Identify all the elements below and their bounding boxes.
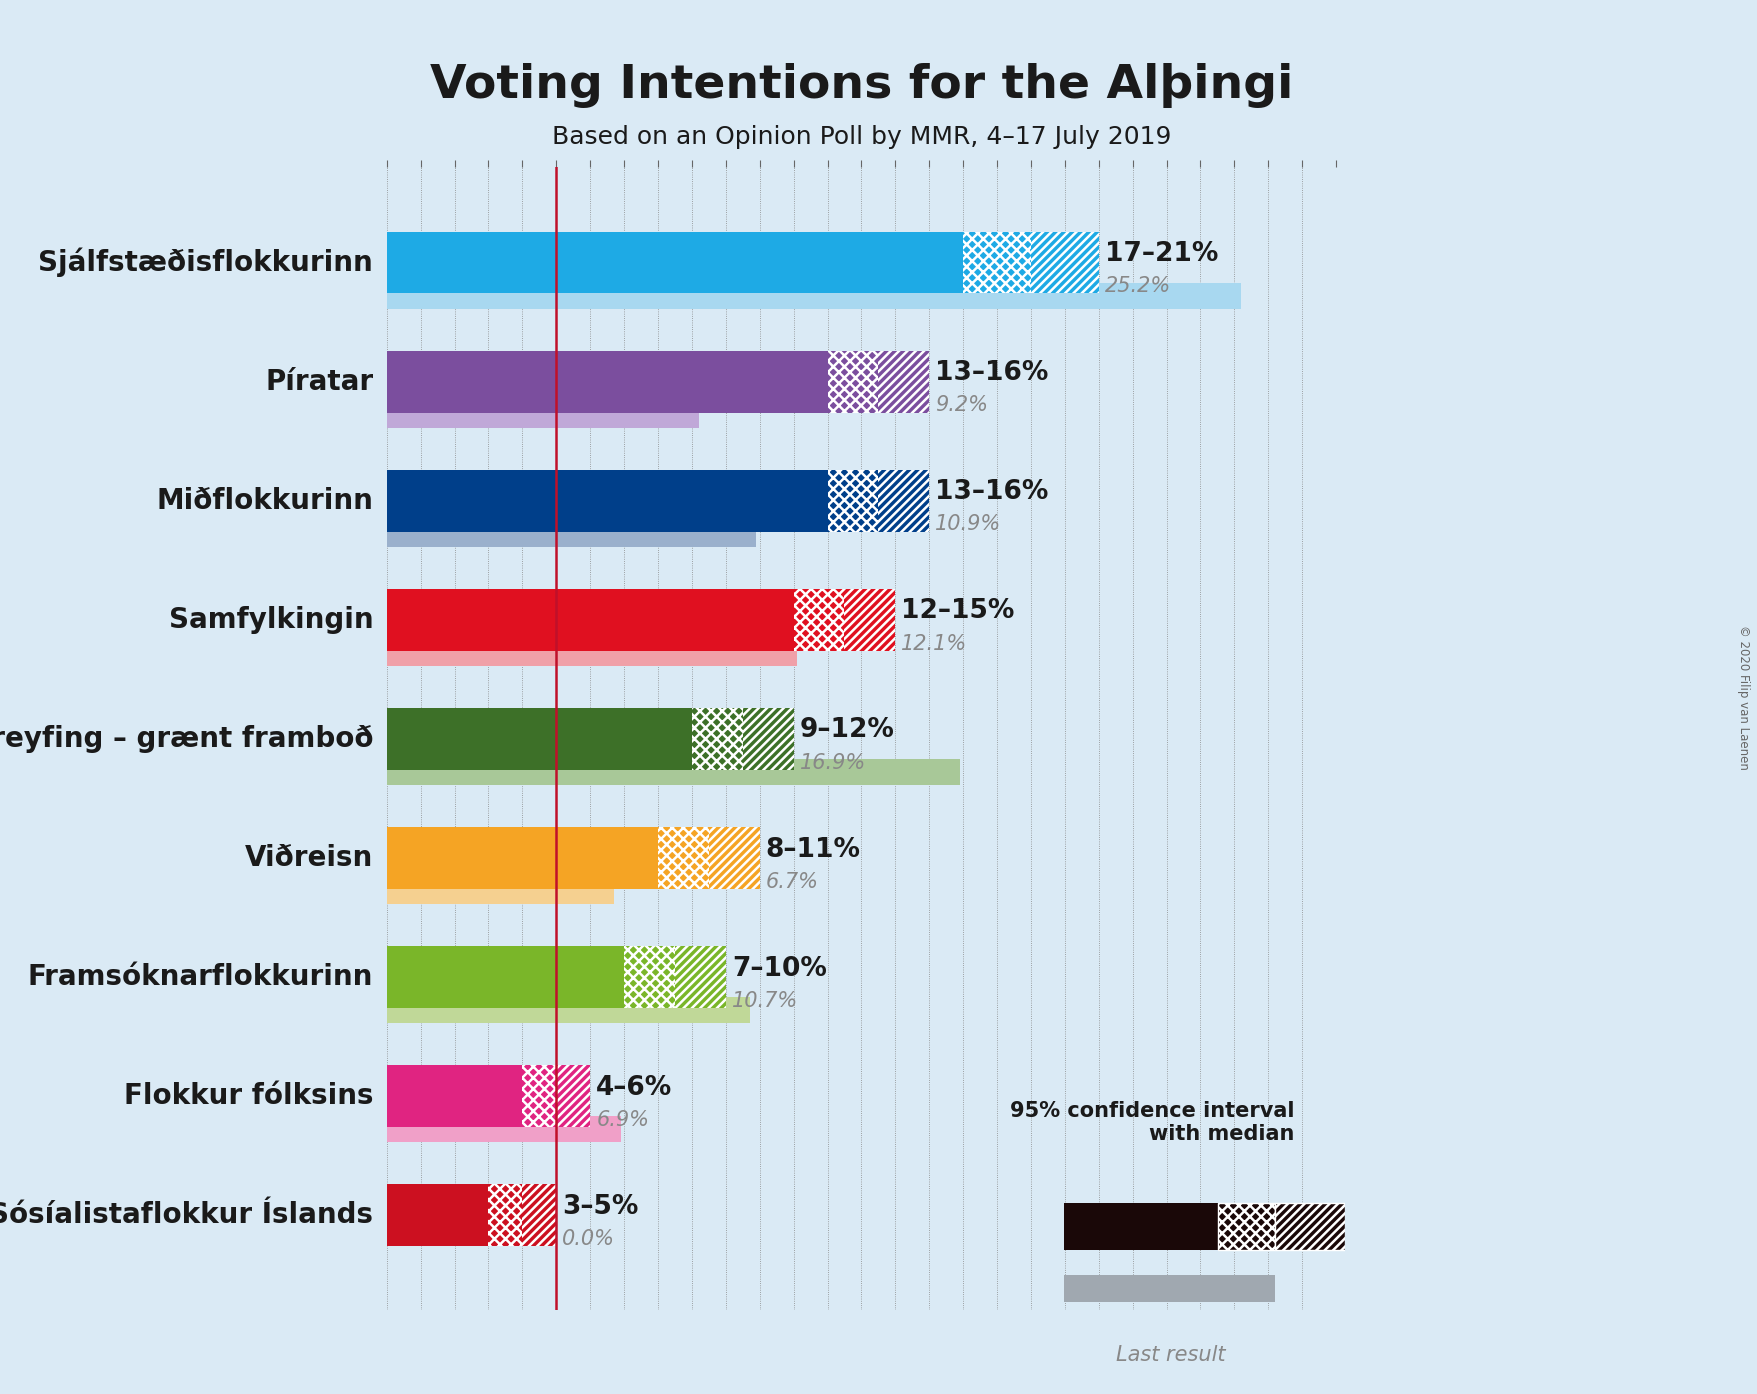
Bar <box>843 588 894 651</box>
Bar <box>1063 1276 1274 1302</box>
Text: Flokkur fólksins: Flokkur fólksins <box>123 1082 372 1110</box>
Bar <box>741 708 792 769</box>
Bar <box>387 351 828 413</box>
Bar <box>387 640 796 666</box>
Bar <box>963 231 1030 294</box>
Text: Miðflokkurinn: Miðflokkurinn <box>156 487 372 514</box>
Text: 8–11%: 8–11% <box>766 836 861 863</box>
Text: Sósíalistaflokkur Íslands: Sósíalistaflokkur Íslands <box>0 1202 372 1230</box>
Bar <box>522 1184 555 1246</box>
Text: 10.7%: 10.7% <box>731 991 798 1011</box>
Bar <box>692 708 741 769</box>
Bar <box>387 521 756 546</box>
Text: 4–6%: 4–6% <box>596 1075 673 1101</box>
Text: Sjálfstæðisflokkurinn: Sjálfstæðisflokkurinn <box>39 248 372 277</box>
Text: 12.1%: 12.1% <box>901 633 966 654</box>
Text: 10.9%: 10.9% <box>935 514 1001 534</box>
Bar <box>387 947 624 1008</box>
Text: 13–16%: 13–16% <box>935 480 1049 506</box>
Text: 12–15%: 12–15% <box>901 598 1014 625</box>
Bar <box>387 401 698 428</box>
Bar <box>792 588 843 651</box>
Bar <box>878 470 929 531</box>
Bar <box>1030 231 1098 294</box>
Bar <box>387 997 748 1023</box>
Text: Based on an Opinion Poll by MMR, 4–17 July 2019: Based on an Opinion Poll by MMR, 4–17 Ju… <box>552 125 1170 149</box>
Bar <box>387 760 959 785</box>
Text: Viðreisn: Viðreisn <box>244 843 372 871</box>
Bar <box>828 470 878 531</box>
Text: 25.2%: 25.2% <box>1103 276 1170 297</box>
Bar <box>708 827 759 889</box>
Bar <box>387 1065 522 1126</box>
Text: 3–5%: 3–5% <box>562 1193 638 1220</box>
Text: © 2020 Filip van Laenen: © 2020 Filip van Laenen <box>1736 625 1750 769</box>
Bar <box>387 283 1240 309</box>
Bar <box>878 351 929 413</box>
Bar <box>828 351 878 413</box>
Text: 0.0%: 0.0% <box>562 1230 615 1249</box>
Text: 9–12%: 9–12% <box>799 718 894 743</box>
Bar <box>522 1065 555 1126</box>
Bar <box>1274 1203 1344 1250</box>
Text: 16.9%: 16.9% <box>799 753 866 772</box>
Bar <box>387 878 613 905</box>
Text: Voting Intentions for the Alþingi: Voting Intentions for the Alþingi <box>429 63 1293 107</box>
Bar <box>387 470 828 531</box>
Bar <box>555 1065 590 1126</box>
Bar <box>387 1117 620 1143</box>
Text: Vinstrihreyfing – grænt framboð: Vinstrihreyfing – grænt framboð <box>0 725 372 753</box>
Text: 7–10%: 7–10% <box>731 956 826 981</box>
Bar <box>1218 1203 1274 1250</box>
Bar <box>657 827 708 889</box>
Text: Samfylkingin: Samfylkingin <box>169 606 372 634</box>
Bar <box>387 827 657 889</box>
Bar <box>675 947 726 1008</box>
Bar <box>624 947 675 1008</box>
Bar <box>1063 1203 1218 1250</box>
Text: Framsóknarflokkurinn: Framsóknarflokkurinn <box>28 963 372 991</box>
Bar <box>387 708 692 769</box>
Text: 6.7%: 6.7% <box>766 871 819 892</box>
Bar <box>387 231 963 294</box>
Text: 9.2%: 9.2% <box>935 396 987 415</box>
Text: 13–16%: 13–16% <box>935 360 1049 386</box>
Bar <box>488 1184 522 1246</box>
Text: 95% confidence interval
with median: 95% confidence interval with median <box>1009 1101 1293 1144</box>
Text: Píratar: Píratar <box>265 368 372 396</box>
Bar <box>387 588 792 651</box>
Text: 6.9%: 6.9% <box>596 1110 648 1131</box>
Text: 17–21%: 17–21% <box>1103 241 1218 268</box>
Text: Last result: Last result <box>1116 1345 1225 1365</box>
Bar <box>387 1184 488 1246</box>
